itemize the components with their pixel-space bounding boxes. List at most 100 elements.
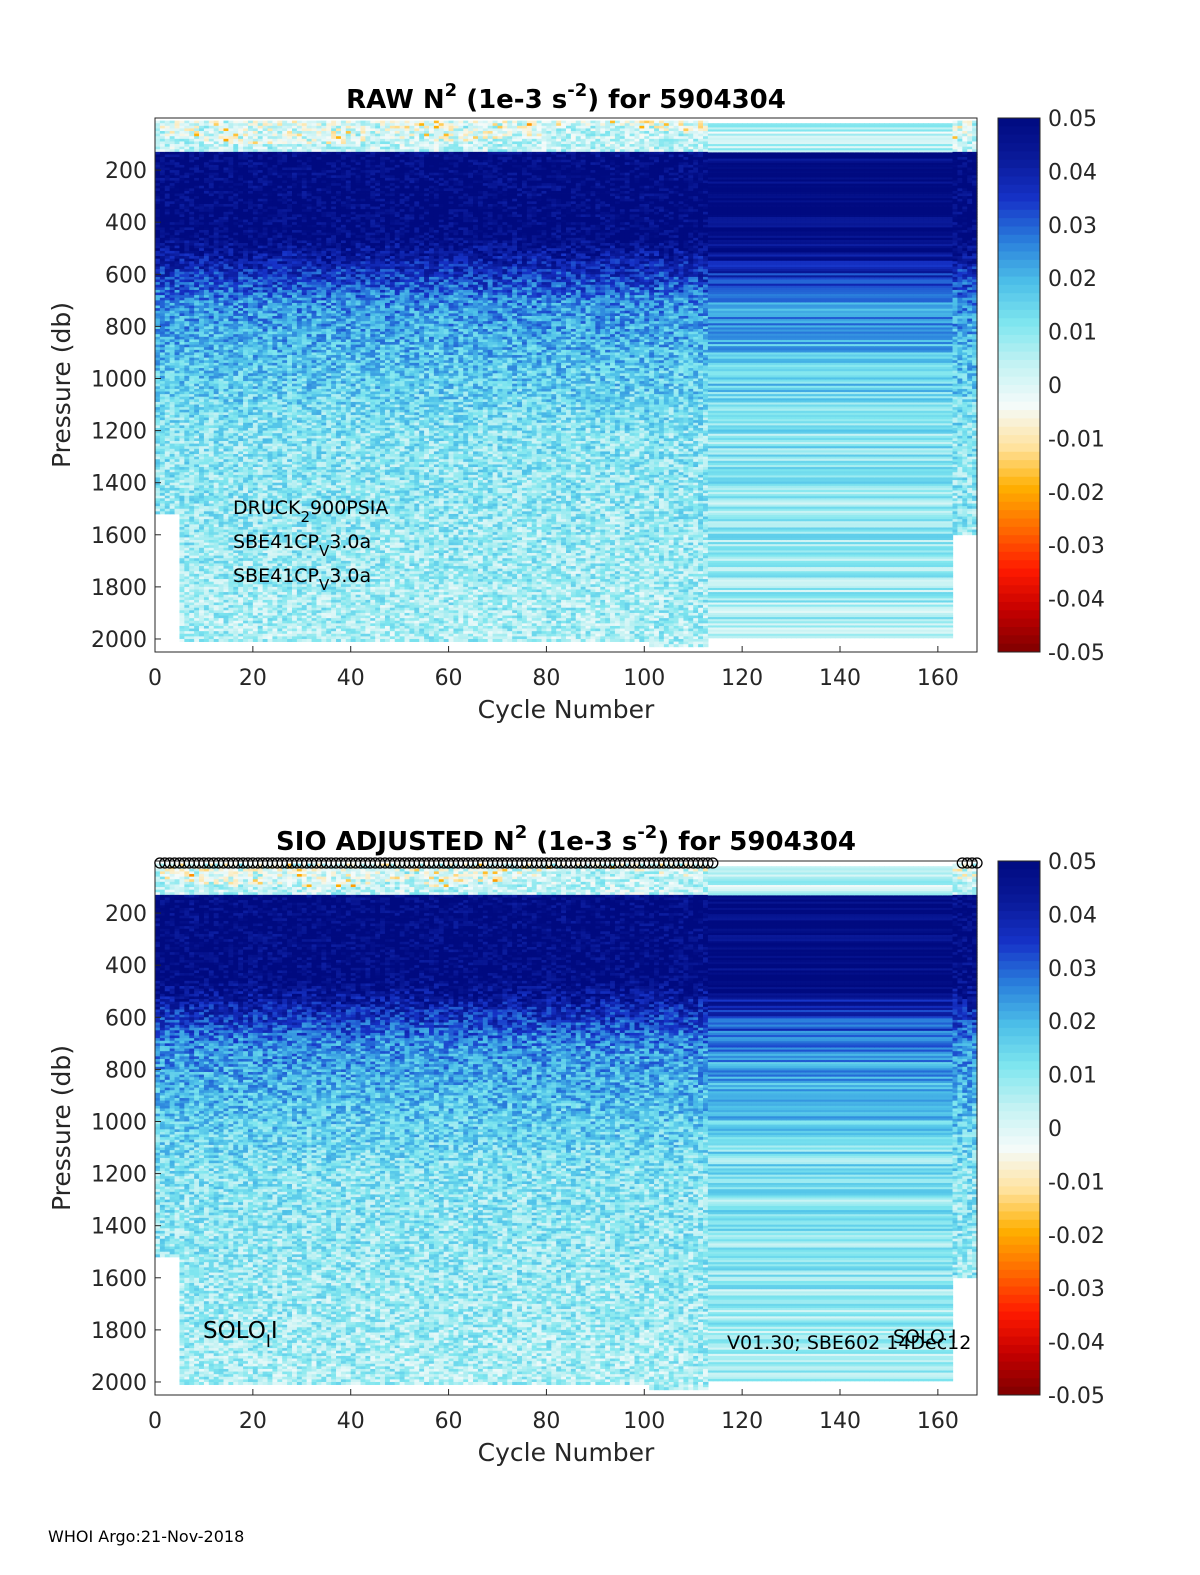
heatmap-cell: [204, 415, 209, 418]
heatmap-cell: [160, 358, 165, 361]
heatmap-cell: [199, 566, 204, 569]
heatmap-cell: [194, 181, 199, 184]
heatmap-cell: [179, 514, 184, 517]
heatmap-cell: [165, 459, 170, 462]
heatmap-cell: [160, 342, 165, 345]
heatmap-cell: [155, 496, 160, 499]
heatmap-cell: [160, 381, 165, 384]
heatmap-cell: [184, 235, 189, 238]
heatmap-cell: [179, 490, 184, 493]
heatmap-cell: [184, 610, 189, 613]
heatmap-cell: [204, 444, 209, 447]
heatmap-cell: [199, 425, 204, 428]
heatmap-cell: [175, 157, 180, 160]
heatmap-cell: [189, 371, 194, 374]
heatmap-cell: [189, 467, 194, 470]
heatmap-cell: [204, 217, 209, 220]
heatmap-cell: [170, 201, 175, 204]
heatmap-cell: [189, 626, 194, 629]
heatmap-cell: [155, 214, 160, 217]
heatmap-cell: [175, 165, 180, 168]
heatmap-cell: [179, 365, 184, 368]
heatmap-cell: [189, 517, 194, 520]
heatmap-cell: [155, 186, 160, 189]
heatmap-cell: [189, 418, 194, 421]
heatmap-cell: [204, 139, 209, 142]
heatmap-cell: [175, 186, 180, 189]
heatmap-cell: [194, 470, 199, 473]
heatmap-cell: [155, 399, 160, 402]
heatmap-cell: [194, 636, 199, 639]
heatmap-cell: [165, 355, 170, 358]
heatmap-cell: [189, 475, 194, 478]
heatmap-cell: [189, 571, 194, 574]
heatmap-cell: [189, 298, 194, 301]
heatmap-cell: [184, 329, 189, 332]
chart-title: RAW N2 (1e-3 s-2) for 5904304: [346, 80, 786, 115]
heatmap-cell: [179, 462, 184, 465]
heatmap-cell: [204, 342, 209, 345]
heatmap-cell: [160, 269, 165, 272]
heatmap-cell: [184, 433, 189, 436]
heatmap-cell: [199, 454, 204, 457]
heatmap-cell: [184, 537, 189, 540]
heatmap-cell: [189, 496, 194, 499]
heatmap-cell: [204, 207, 209, 210]
heatmap-cell: [189, 392, 194, 395]
heatmap-cell: [160, 394, 165, 397]
heatmap-cell: [194, 616, 199, 619]
heatmap-cell: [184, 266, 189, 269]
heatmap-cell: [170, 470, 175, 473]
heatmap-cell: [204, 319, 209, 322]
heatmap-cell: [199, 556, 204, 559]
heatmap-cell: [170, 410, 175, 413]
heatmap-cell: [199, 629, 204, 632]
heatmap-cell: [184, 527, 189, 530]
heatmap-cell: [175, 295, 180, 298]
heatmap-cell: [189, 548, 194, 551]
heatmap-cell: [199, 186, 204, 189]
heatmap-cell: [175, 470, 180, 473]
heatmap-cell: [170, 154, 175, 157]
heatmap-cell: [160, 332, 165, 335]
heatmap-cell: [189, 459, 194, 462]
heatmap-cell: [165, 199, 170, 202]
heatmap-cell: [209, 154, 214, 157]
heatmap-cell: [189, 412, 194, 415]
heatmap-cell: [194, 610, 199, 613]
heatmap-cell: [189, 274, 194, 277]
heatmap-cell: [155, 358, 160, 361]
heatmap-cell: [155, 227, 160, 230]
heatmap-cell: [184, 269, 189, 272]
heatmap-cell: [199, 290, 204, 293]
heatmap-cell: [199, 165, 204, 168]
heatmap-cell: [194, 475, 199, 478]
heatmap-cell: [160, 207, 165, 210]
heatmap-cell: [204, 381, 209, 384]
heatmap-cell: [204, 384, 209, 387]
heatmap-cell: [189, 595, 194, 598]
heatmap-cell: [175, 324, 180, 327]
heatmap-cell: [175, 212, 180, 215]
heatmap-cell: [194, 253, 199, 256]
heatmap-cell: [189, 608, 194, 611]
heatmap-cell: [165, 360, 170, 363]
heatmap-cell: [184, 571, 189, 574]
heatmap-cell: [189, 287, 194, 290]
heatmap-cell: [170, 212, 175, 215]
heatmap-cell: [179, 415, 184, 418]
heatmap-cell: [199, 610, 204, 613]
heatmap-cell: [189, 183, 194, 186]
heatmap-cell: [194, 316, 199, 319]
heatmap-cell: [155, 311, 160, 314]
heatmap-cell: [155, 139, 160, 142]
heatmap-cell: [204, 266, 209, 269]
heatmap-cell: [199, 371, 204, 374]
heatmap-cell: [204, 595, 209, 598]
heatmap-cell: [194, 154, 199, 157]
heatmap-cell: [204, 240, 209, 243]
heatmap-cell: [165, 454, 170, 457]
heatmap-cell: [194, 425, 199, 428]
heatmap-cell: [184, 311, 189, 314]
heatmap-cell: [160, 493, 165, 496]
